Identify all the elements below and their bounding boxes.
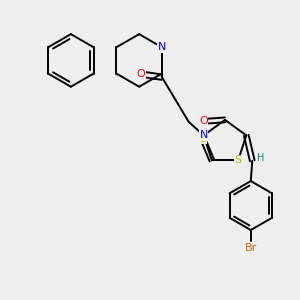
Text: S: S <box>199 134 206 144</box>
Text: H: H <box>257 153 264 163</box>
Text: O: O <box>136 69 146 79</box>
Text: N: N <box>158 42 166 52</box>
Text: O: O <box>199 116 208 126</box>
Text: N: N <box>200 130 208 140</box>
Text: S: S <box>235 155 242 165</box>
Text: Br: Br <box>245 243 257 253</box>
